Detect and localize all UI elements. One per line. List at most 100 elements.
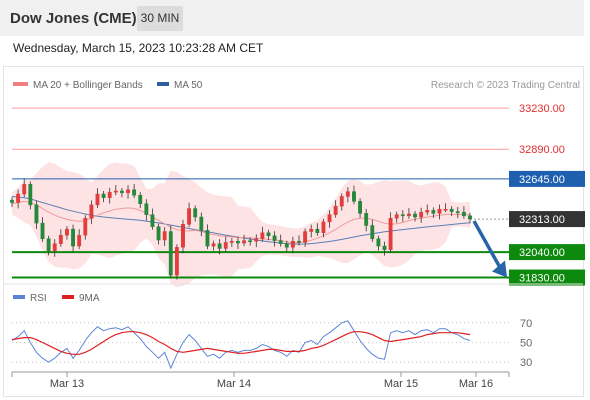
- candle-body: [229, 240, 234, 243]
- rsi-axis-label-30: 30: [520, 357, 532, 369]
- candle-body: [370, 225, 375, 240]
- level-tag-32645: [509, 170, 585, 187]
- candle-body: [16, 193, 21, 203]
- candle-body: [297, 240, 301, 243]
- candle-body: [34, 204, 39, 224]
- rsi-axis-label-70: 70: [520, 318, 532, 330]
- candle-body: [211, 243, 216, 247]
- legend-rsi: RSI: [13, 293, 47, 304]
- level-label-32313: 32313.00: [519, 214, 565, 226]
- candle-body: [150, 214, 155, 227]
- datetime-label: Wednesday, March 15, 2023 10:23:28 AM CE…: [13, 41, 264, 55]
- header-bar: Dow Jones (CME) 30 MIN: [0, 0, 584, 36]
- candle-body: [278, 240, 283, 244]
- candle-body: [358, 201, 363, 214]
- candle-body: [95, 193, 100, 206]
- candle-body: [376, 238, 381, 247]
- x-tick-label: Mar 15: [384, 378, 418, 390]
- candle-body: [193, 208, 198, 218]
- candle-body: [223, 242, 228, 249]
- candle-body: [388, 217, 393, 250]
- candle-body: [242, 240, 246, 244]
- candle-body: [461, 211, 466, 217]
- candle-body: [187, 208, 192, 225]
- legend-9ma-label: 9MA: [79, 293, 100, 304]
- candle-body: [339, 196, 344, 207]
- legend-ma20-label: MA 20 + Bollinger Bands: [33, 80, 143, 91]
- candle-body: [83, 217, 88, 236]
- level-label-33230: 33230.00: [519, 103, 565, 115]
- candle-body: [419, 211, 424, 218]
- legend-ma50: MA 50: [157, 80, 202, 91]
- legend-9ma: 9MA: [62, 293, 100, 304]
- candle-body: [284, 243, 289, 248]
- legend-ma50-label: MA 50: [174, 80, 203, 91]
- candle-body: [394, 214, 399, 219]
- candle-body: [101, 193, 106, 198]
- chart-frame: [3, 66, 584, 397]
- candle-body: [77, 234, 82, 247]
- forecast-arrow-head: [492, 260, 507, 278]
- candle-body: [431, 210, 436, 214]
- instrument-title: Dow Jones (CME): [10, 10, 137, 27]
- level-tag-31830: [509, 269, 585, 286]
- candle-body: [10, 199, 14, 203]
- legend-ma20-swatch: [13, 82, 28, 87]
- candle-body: [248, 240, 253, 243]
- candle-body: [449, 208, 454, 212]
- candle-body: [199, 216, 204, 231]
- x-tick-label: Mar 16: [459, 378, 493, 390]
- candle-body: [321, 221, 326, 234]
- level-label-32890: 32890.00: [519, 144, 565, 156]
- candle-body: [22, 184, 27, 195]
- candle-body: [382, 245, 387, 250]
- candle-body: [107, 191, 112, 198]
- bollinger-band-area: [12, 162, 470, 288]
- level-label-32040: 32040.00: [519, 247, 565, 259]
- candle-body: [315, 228, 320, 234]
- candle-body: [162, 231, 167, 241]
- candle-body: [113, 190, 118, 193]
- candle-body: [425, 210, 430, 213]
- candle-body: [364, 213, 369, 226]
- candle-body: [333, 205, 338, 215]
- candle-body: [327, 214, 332, 223]
- candle-body: [455, 211, 460, 214]
- candle-body: [132, 189, 137, 196]
- candle-body: [144, 203, 149, 215]
- candle-body: [260, 232, 265, 240]
- candle-body: [272, 235, 277, 241]
- candle-body: [266, 232, 271, 237]
- candle-body: [205, 230, 210, 247]
- legend-ma50-swatch: [157, 82, 169, 87]
- candle-body: [58, 234, 63, 244]
- candle-body: [71, 228, 75, 247]
- ma20-line: [11, 200, 471, 244]
- candle-body: [65, 228, 69, 236]
- legend-rsi-label: RSI: [30, 293, 47, 304]
- forecast-arrow-shaft: [472, 220, 502, 269]
- candle-body: [254, 238, 259, 242]
- legend-9ma-swatch: [62, 295, 74, 300]
- level-tag-32040: [509, 244, 585, 261]
- candle-body: [28, 184, 33, 206]
- candle-body: [309, 228, 314, 232]
- candle-body: [119, 190, 124, 194]
- candle-body: [352, 191, 356, 202]
- candle-body: [174, 247, 179, 276]
- candle-body: [52, 243, 57, 252]
- candle-body: [437, 208, 442, 214]
- candle-body: [407, 213, 411, 217]
- level-label-32645: 32645.00: [519, 174, 565, 186]
- candle-body: [46, 238, 51, 252]
- x-tick-label: Mar 14: [217, 378, 251, 390]
- rsi-line: [11, 320, 471, 370]
- legend-rsi-swatch: [13, 295, 25, 300]
- candle-body: [89, 204, 94, 219]
- candle-body: [236, 240, 240, 244]
- candle-body: [413, 213, 417, 218]
- level-label-31830: 31830.00: [519, 273, 565, 285]
- candle-body: [303, 231, 308, 243]
- timeframe-button[interactable]: 30 MIN: [137, 6, 183, 31]
